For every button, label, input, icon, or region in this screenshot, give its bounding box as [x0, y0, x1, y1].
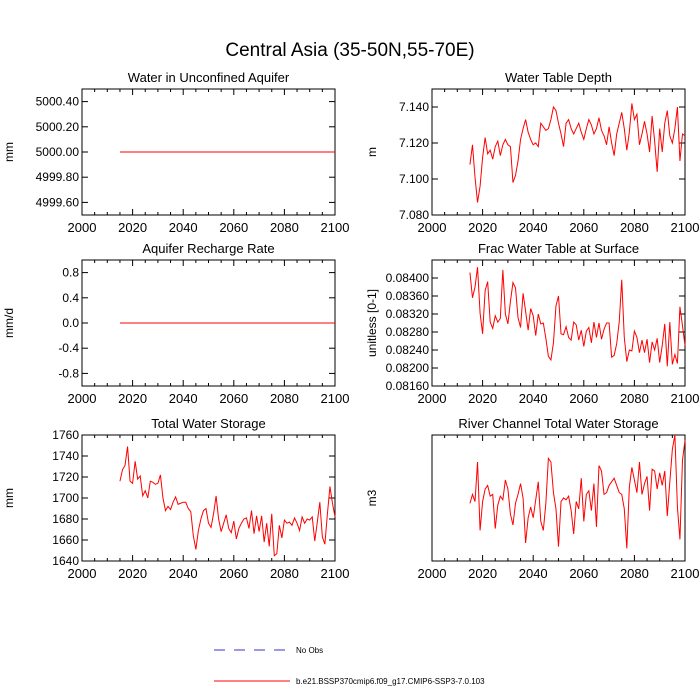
x-tick-label: 2040 — [169, 220, 198, 235]
x-tick-label: 2060 — [569, 220, 598, 235]
y-tick-label: 1760 — [52, 428, 79, 442]
main-title: Central Asia (35-50N,55-70E) — [225, 40, 474, 61]
series-line — [469, 267, 686, 367]
y-axis-label: mm/d — [2, 308, 16, 338]
y-tick-label: 0.8 — [62, 266, 79, 280]
y-tick-label: 0.08160 — [386, 379, 430, 393]
y-axis-label: mm — [2, 488, 16, 508]
y-tick-label: 0.08200 — [386, 361, 430, 375]
series-line — [119, 446, 336, 557]
x-tick-label: 2080 — [270, 566, 299, 581]
x-tick-label: 2100 — [671, 220, 700, 235]
x-tick-label: 2060 — [219, 220, 248, 235]
y-tick-label: 5000.40 — [36, 95, 80, 109]
y-tick-label: 0.08280 — [386, 325, 430, 339]
x-tick-label: 2080 — [270, 391, 299, 406]
x-tick-label: 2000 — [418, 220, 447, 235]
legend-series-label: b.e21.BSSP370cmip6.f09_g17.CMIP6-SSP3-7.… — [296, 677, 485, 686]
x-tick-label: 2100 — [321, 566, 350, 581]
series-line — [469, 103, 686, 203]
y-tick-label: 0.08240 — [386, 343, 430, 357]
x-tick-label: 2020 — [468, 391, 497, 406]
y-tick-label: 0.4 — [62, 291, 79, 305]
panel-aquifer-recharge-rate: Aquifer Recharge Rate mm/d 2000 2020 2040 206… — [2, 241, 349, 406]
x-tick-label: 2000 — [68, 566, 97, 581]
x-tick-label: 2060 — [569, 391, 598, 406]
y-axis-label: mm — [2, 142, 16, 162]
x-tick-label: 2000 — [418, 566, 447, 581]
y-tick-label: 0.0 — [62, 316, 79, 330]
x-tick-label: 2020 — [118, 220, 147, 235]
panel-water-in-unconfined-aquifer: Water in Unconfined Aquifer mm 2000 2020 204… — [2, 70, 349, 235]
y-tick-label: 7.080 — [399, 208, 429, 222]
y-tick-label: 0.08360 — [386, 289, 430, 303]
x-tick-label: 2100 — [671, 566, 700, 581]
y-tick-label: 0.08320 — [386, 307, 430, 321]
x-tick-label: 2100 — [671, 391, 700, 406]
y-axis-label: unitless [0-1] — [365, 289, 379, 357]
panel-frac-water-table-at-surface: Frac Water Table at Surface unitless [0-1… — [365, 241, 699, 406]
x-tick-label: 2040 — [169, 566, 198, 581]
x-tick-label: 2080 — [270, 220, 299, 235]
y-tick-label: 4999.80 — [36, 170, 80, 184]
x-tick-label: 2100 — [321, 391, 350, 406]
y-tick-label: 5000.00 — [36, 145, 80, 159]
y-tick-label: 1640 — [52, 554, 79, 568]
plot-frame — [431, 88, 686, 216]
y-tick-label: 1740 — [52, 449, 79, 463]
panel-river-channel-total-water-storage: River Channel Total Water Storage m3 2000 2… — [365, 416, 700, 581]
x-tick-label: 2020 — [118, 566, 147, 581]
panel-water-table-depth: Water Table Depth m 2000 2020 2040 2060 2080 21… — [365, 70, 699, 235]
legend: No Obs b.e21.BSSP370cmip6.f09_g17.CMIP6-… — [214, 646, 485, 686]
y-tick-label: 0.08400 — [386, 271, 430, 285]
y-tick-label: -0.4 — [58, 341, 79, 355]
y-tick-label: 7.100 — [399, 172, 429, 186]
panel-title: Aquifer Recharge Rate — [142, 241, 274, 256]
x-tick-label: 2080 — [620, 220, 649, 235]
x-tick-label: 2060 — [219, 391, 248, 406]
x-tick-label: 2060 — [219, 566, 248, 581]
x-tick-label: 2000 — [68, 220, 97, 235]
y-tick-label: 4999.60 — [36, 195, 80, 209]
panel-title: Total Water Storage — [151, 416, 265, 431]
x-tick-label: 2060 — [569, 566, 598, 581]
panel-title: Water in Unconfined Aquifer — [128, 70, 290, 85]
x-tick-label: 2080 — [620, 566, 649, 581]
x-tick-label: 2040 — [519, 220, 548, 235]
x-tick-label: 2020 — [118, 391, 147, 406]
y-tick-label: 1680 — [52, 512, 79, 526]
y-tick-label: 7.120 — [399, 136, 429, 150]
panel-total-water-storage: Total Water Storage mm 2000 2020 2040 2060 208… — [2, 416, 349, 581]
x-tick-label: 2040 — [519, 391, 548, 406]
panel-title: Water Table Depth — [505, 70, 612, 85]
x-tick-label: 2100 — [321, 220, 350, 235]
y-axis-label: m — [365, 147, 379, 157]
y-tick-label: -0.8 — [58, 366, 79, 380]
plot-frame — [431, 259, 686, 387]
series-line — [469, 434, 686, 549]
x-tick-label: 2020 — [468, 566, 497, 581]
legend-obs-label: No Obs — [296, 646, 323, 655]
y-axis-label: m3 — [365, 489, 379, 506]
panel-title: River Channel Total Water Storage — [458, 416, 658, 431]
x-tick-label: 2040 — [169, 391, 198, 406]
x-tick-label: 2000 — [68, 391, 97, 406]
x-tick-label: 2040 — [519, 566, 548, 581]
y-tick-label: 1700 — [52, 491, 79, 505]
x-tick-label: 2080 — [620, 391, 649, 406]
y-tick-label: 7.140 — [399, 100, 429, 114]
panels: Water in Unconfined Aquifer mm 2000 2020 204… — [2, 70, 700, 581]
y-tick-label: 5000.20 — [36, 120, 80, 134]
panel-title: Frac Water Table at Surface — [478, 241, 639, 256]
x-tick-label: 2020 — [468, 220, 497, 235]
y-tick-label: 1720 — [52, 470, 79, 484]
plot-frame — [81, 434, 336, 562]
x-tick-label: 2000 — [418, 391, 447, 406]
y-tick-label: 1660 — [52, 533, 79, 547]
